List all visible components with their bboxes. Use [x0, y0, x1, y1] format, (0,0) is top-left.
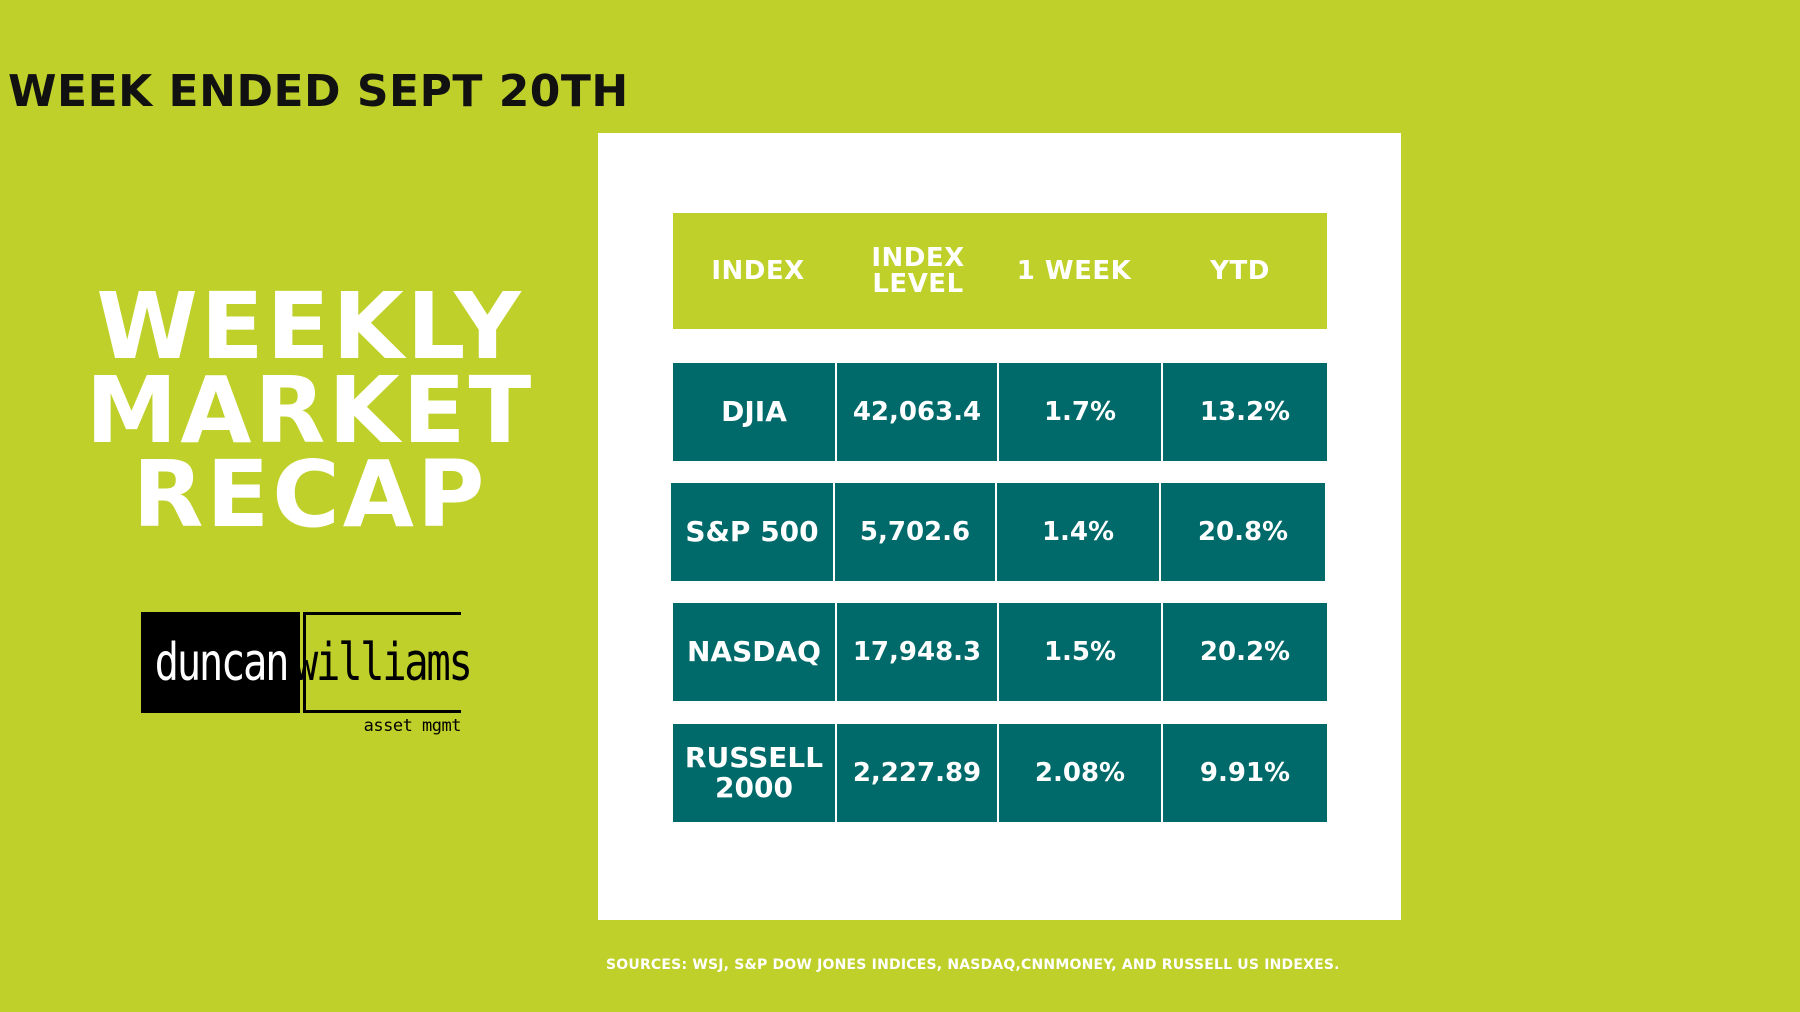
- cell-ytd: 20.8%: [1161, 483, 1325, 581]
- cell-1-week: 1.5%: [999, 603, 1161, 701]
- cell-index-name: RUSSELL 2000: [673, 724, 835, 822]
- cell-index-name: S&P 500: [671, 483, 833, 581]
- title-line-recap: RECAP: [132, 441, 488, 548]
- cell-index-name: DJIA: [673, 363, 835, 461]
- table-header: INDEX INDEX LEVEL 1 WEEK YTD: [673, 213, 1327, 329]
- header-level-line1: INDEX: [871, 243, 965, 273]
- header-1-week: 1 WEEK: [1016, 256, 1132, 286]
- cell-index-name: NASDAQ: [673, 603, 835, 701]
- cell-index-level: 5,702.6: [835, 483, 995, 581]
- header-level-line2: LEVEL: [872, 269, 964, 299]
- table-row: DJIA 42,063.4 1.7% 13.2%: [673, 363, 1329, 461]
- cell-index-name-line2: 2000: [715, 771, 793, 804]
- title-line-weekly: WEEKLY: [96, 273, 524, 380]
- cell-index-level: 17,948.3: [837, 603, 997, 701]
- table-row: S&P 500 5,702.6 1.4% 20.8%: [671, 483, 1327, 581]
- header-ytd: YTD: [1210, 256, 1270, 286]
- logo-black-block: duncan: [141, 612, 300, 713]
- title-line-market: MARKET: [85, 357, 535, 464]
- duncan-williams-logo: duncan williams asset mgmt: [141, 612, 473, 742]
- cell-ytd: 13.2%: [1163, 363, 1327, 461]
- logo-tagline: asset mgmt: [363, 716, 462, 736]
- header-index: INDEX: [711, 256, 805, 286]
- sources-footnote: SOURCES: WSJ, S&P DOW JONES INDICES, NAS…: [606, 957, 1340, 973]
- header-index-level: INDEX LEVEL: [833, 213, 1003, 329]
- market-table-card: INDEX INDEX LEVEL 1 WEEK YTD DJIA 42,063…: [598, 133, 1401, 920]
- week-ended-heading: WEEK ENDED SEPT 20TH: [8, 66, 629, 117]
- logo-word-williams: williams: [293, 632, 473, 693]
- cell-1-week: 1.7%: [999, 363, 1161, 461]
- weekly-market-recap-title: WEEKLY MARKET RECAP: [80, 273, 540, 548]
- cell-index-name-line1: RUSSELL: [684, 741, 824, 774]
- logo-word-duncan: duncan: [154, 632, 289, 693]
- cell-index-level: 42,063.4: [837, 363, 997, 461]
- table-row: RUSSELL 2000 2,227.89 2.08% 9.91%: [673, 724, 1329, 822]
- cell-ytd: 9.91%: [1163, 724, 1327, 822]
- cell-index-level: 2,227.89: [837, 724, 997, 822]
- logo-white-block: williams: [294, 612, 473, 713]
- cell-ytd: 20.2%: [1163, 603, 1327, 701]
- cell-1-week: 2.08%: [999, 724, 1161, 822]
- cell-1-week: 1.4%: [997, 483, 1159, 581]
- table-row: NASDAQ 17,948.3 1.5% 20.2%: [673, 603, 1329, 701]
